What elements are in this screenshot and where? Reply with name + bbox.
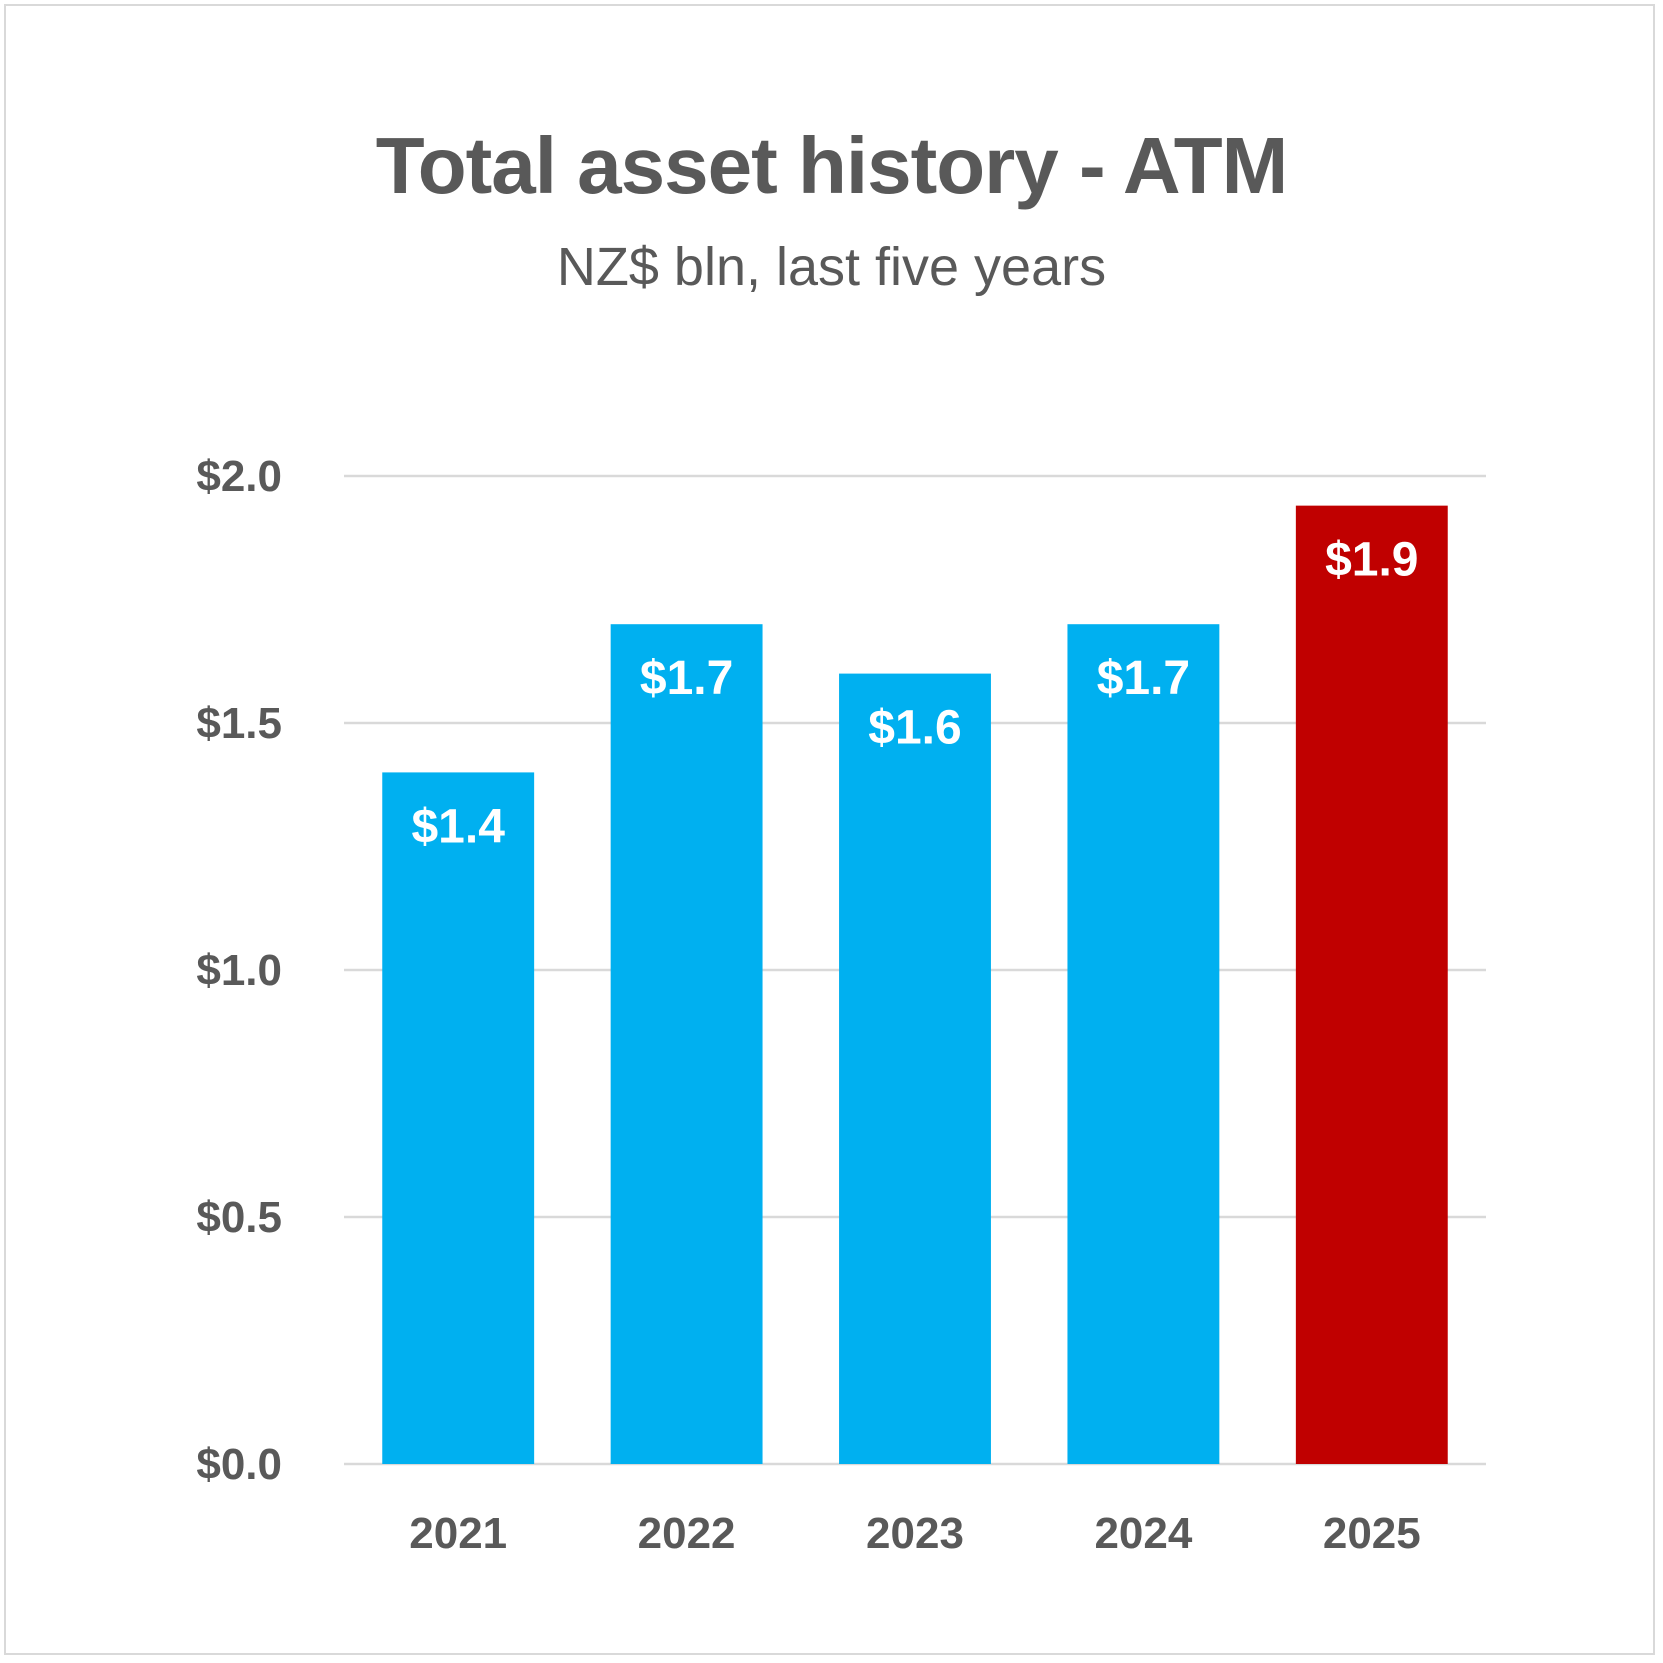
y-axis-ticks: $0.0 $0.5 $1.0 $1.5 $2.0 [196,452,282,1489]
data-label: $1.7 [640,652,733,705]
bar [382,772,535,1464]
y-tick-label: $2.0 [196,452,282,501]
x-tick-label: 2024 [1094,1509,1192,1558]
chart-title: Total asset history - ATM [375,121,1288,210]
x-tick-label: 2025 [1323,1509,1421,1558]
data-label: $1.9 [1325,534,1418,587]
bars [382,505,1448,1464]
bar [839,673,991,1464]
chart-subtitle: NZ$ bln, last five years [556,237,1107,297]
y-tick-label: $1.0 [196,946,282,995]
bar [610,624,763,1464]
x-tick-label: 2021 [409,1509,507,1558]
bar [1295,505,1448,1464]
data-label: $1.6 [868,702,961,755]
x-tick-label: 2023 [866,1509,964,1558]
data-label: $1.7 [1097,652,1190,705]
data-labels: $1.4 $1.7 $1.6 $1.7 $1.9 [411,534,1418,854]
x-axis-ticks: 2021 2022 2023 2024 2025 [409,1509,1420,1558]
y-tick-label: $0.0 [196,1440,282,1489]
y-tick-label: $0.5 [196,1193,282,1242]
y-tick-label: $1.5 [196,699,282,748]
bar [1067,624,1220,1464]
data-label: $1.4 [411,800,505,853]
x-tick-label: 2022 [638,1509,736,1558]
